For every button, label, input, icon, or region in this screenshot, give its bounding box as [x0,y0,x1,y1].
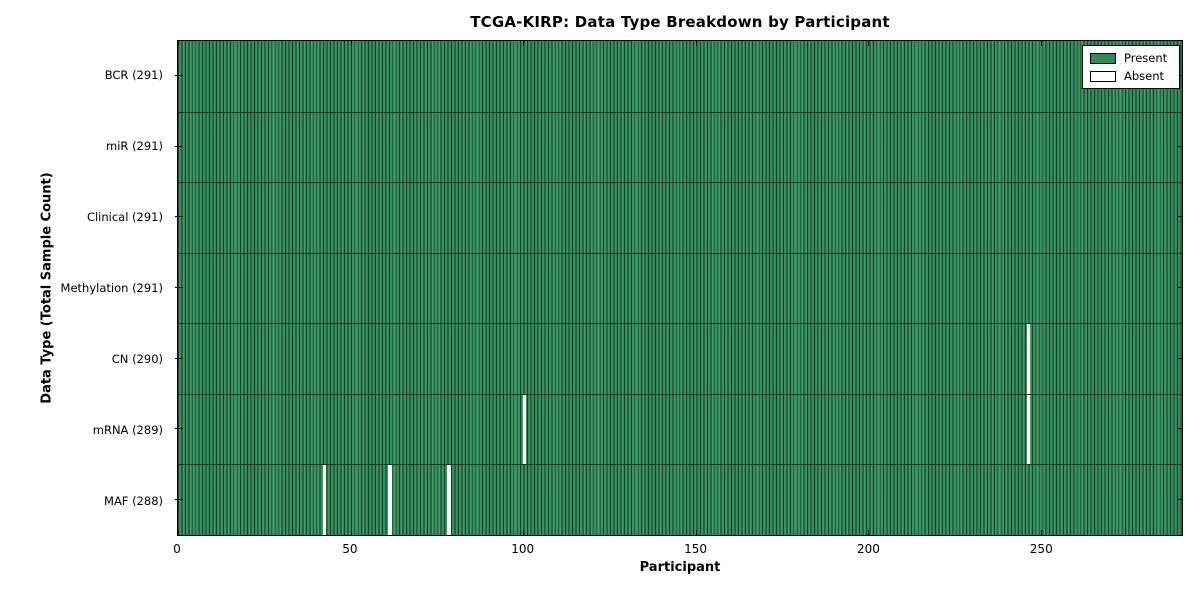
x-tick-top [178,41,179,46]
absent-mark-CN-246 [1026,324,1031,394]
chart-title: TCGA-KIRP: Data Type Breakdown by Partic… [470,13,890,31]
x-tick-bottom [868,530,870,535]
x-tick-top [1040,41,1042,46]
x-tick-bottom [523,530,525,535]
y-tick-labels: BCR (291) miR (291) Clinical (291) Methylat… [0,40,170,536]
y-tick-left [175,428,183,430]
x-tick-bottom [350,530,352,535]
y-tick-label-miR: miR (291) [106,139,163,154]
y-tick-label-mRNA: mRNA (289) [92,422,163,437]
x-tick-label-150: 150 [684,542,707,556]
absent-swatch-icon [1090,70,1116,82]
legend-label-present: Present [1124,51,1168,65]
y-tick-left [175,216,183,218]
y-tick-left [175,145,183,147]
y-tick-right [1177,287,1182,288]
y-tick-left [175,75,183,77]
legend-item-absent: Absent [1090,70,1172,82]
row-Methylation [178,252,1182,324]
x-tick-label-250: 250 [1029,542,1053,556]
row-BCR [178,41,1182,112]
y-tick-right [1177,357,1182,359]
y-tick-label-MAF: MAF (288) [104,493,163,508]
y-tick-right [1177,498,1182,500]
x-tick-label-200: 200 [856,542,880,556]
y-tick-right [1177,145,1182,147]
row-MAF [178,464,1182,535]
plot-area [175,40,1183,536]
row-CN [178,323,1182,394]
legend: Present Absent [1082,45,1180,89]
y-tick-right [1177,216,1182,218]
x-tick-top [695,41,697,46]
y-tick-label-Methylation: Methylation (291) [60,281,163,295]
y-tick-right [1177,428,1182,430]
absent-mark-MAF-61 [388,465,392,535]
absent-mark-mRNA-100 [523,394,527,465]
x-tick-label-100: 100 [511,542,535,556]
row-mRNA [178,393,1182,465]
x-tick-top [350,41,352,46]
row-miR [178,111,1182,183]
x-tick-top [868,41,870,46]
legend-item-present: Present [1090,52,1172,64]
y-tick-left [175,357,183,359]
legend-label-absent: Absent [1124,69,1165,83]
y-tick-label-CN: CN (290) [111,351,163,366]
row-Clinical [178,182,1182,253]
x-tick-bottom [178,530,179,535]
x-axis-label: Participant [639,560,721,575]
absent-mark-MAF-78 [447,465,451,535]
x-tick-label-0: 0 [173,542,181,556]
x-tick-top [523,41,525,46]
x-tick-bottom [695,530,697,535]
x-tick-label-50: 50 [342,542,358,556]
x-tick-labels: 0 50 100 150 200 250 [173,542,1183,558]
present-swatch-icon [1090,52,1116,64]
y-tick-label-Clinical: Clinical (291) [86,210,163,225]
x-tick-bottom [1040,530,1042,535]
y-tick-label-BCR: BCR (291) [104,68,163,83]
absent-mark-mRNA-246 [1026,394,1031,465]
y-tick-left [175,287,183,288]
y-tick-left [175,498,183,500]
absent-mark-MAF-42 [322,465,327,535]
